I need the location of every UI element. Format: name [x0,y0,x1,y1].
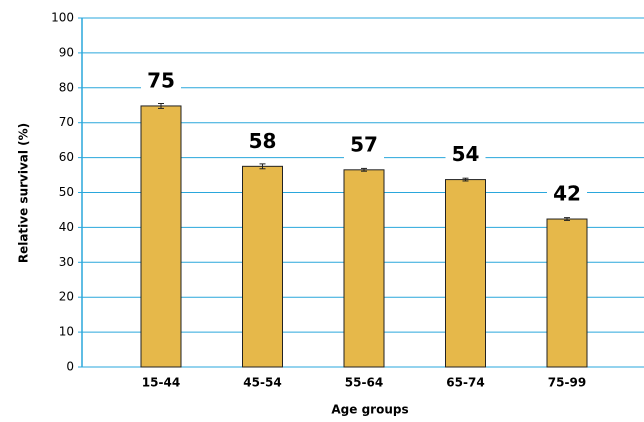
error-bar [564,217,570,221]
data-label: 42 [553,182,581,206]
y-tick-label: 80 [59,80,74,94]
y-tick-label: 70 [59,115,74,129]
error-bar [462,177,469,182]
y-tick-label: 100 [51,11,74,25]
data-label-bg [547,182,587,209]
x-tick-label: 65-74 [446,376,484,390]
data-label: 58 [249,129,277,153]
bar [546,218,588,368]
x-tick-label: 75-99 [548,376,586,390]
bar [242,165,283,368]
bar [140,105,182,368]
data-label-bg [141,68,181,95]
bar [445,179,486,368]
y-tick-label: 10 [59,325,74,339]
y-tick-label: 40 [59,220,74,234]
y-tick-label: 90 [59,45,74,59]
data-label: 57 [350,132,378,156]
data-label-bg [242,129,283,156]
x-tick-label: 45-54 [243,376,281,390]
error-bar [259,163,266,170]
error-bar [361,167,367,172]
y-tick-label: 0 [66,360,74,374]
x-axis-title: Age groups [331,403,408,417]
bar [343,169,385,368]
data-label: 75 [147,68,175,92]
error-bar [158,103,164,109]
data-label-bg [344,132,384,159]
data-label: 54 [452,142,480,166]
x-tick-label: 15-44 [142,376,180,390]
x-tick-label: 55-64 [345,376,383,390]
y-axis-title: Relative survival (%) [17,123,31,263]
y-tick-label: 60 [59,150,74,164]
y-tick-label: 30 [59,255,74,269]
data-label-bg [445,142,486,169]
y-tick-label: 20 [59,290,74,304]
y-tick-label: 50 [59,185,74,199]
